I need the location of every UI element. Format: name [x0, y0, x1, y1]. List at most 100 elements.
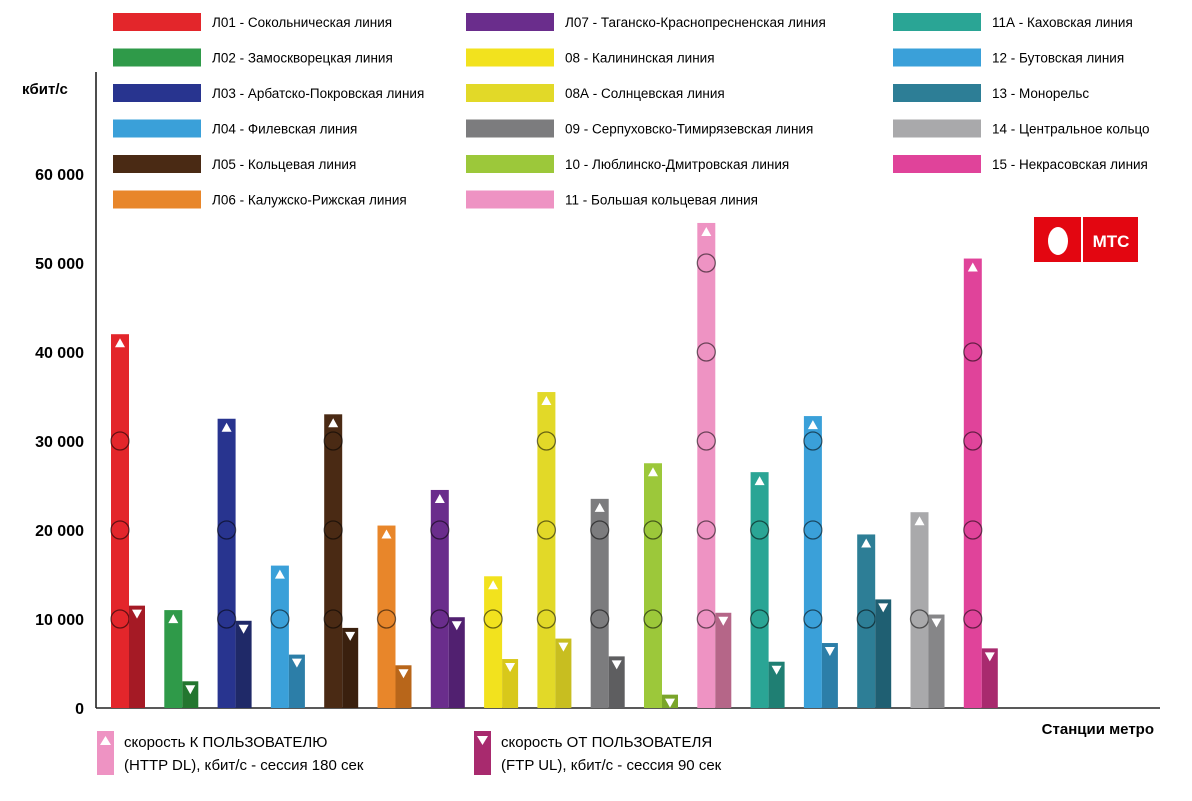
gridline-circle — [749, 520, 770, 540]
down-triangle-icon — [718, 616, 729, 626]
down-triangle-icon — [291, 658, 302, 668]
y-tick-label: 40 000 — [35, 345, 84, 362]
legend-swatch — [893, 119, 981, 138]
ul-bar — [342, 627, 359, 708]
dl-legend-line1: скорость К ПОЛЬЗОВАТЕЛЮ — [124, 734, 327, 751]
down-triangle-icon — [611, 660, 622, 670]
legend-swatch — [893, 84, 981, 102]
gridline-circle — [590, 609, 610, 629]
legend-label: Л03 - Арбатско-Покровская линия — [212, 86, 424, 101]
up-triangle-icon — [754, 476, 765, 486]
legend-swatch — [113, 84, 201, 102]
ul-bar — [821, 643, 838, 708]
station-bar-group — [856, 534, 892, 708]
gridline-circle — [643, 609, 663, 629]
legend-swatch — [466, 48, 554, 67]
y-tick-label: 60 000 — [35, 167, 84, 184]
gridline-circle — [696, 520, 716, 540]
line-legend: Л01 - Сокольническая линия Л02 - Замоскво… — [113, 13, 1150, 209]
gridline-circle — [536, 520, 557, 540]
station-bar-group — [270, 565, 305, 708]
legend-swatch — [466, 155, 554, 173]
down-triangle-icon — [931, 618, 942, 628]
mts-logo: МТС — [1034, 217, 1138, 262]
ul-legend-line1: скорость ОТ ПОЛЬЗОВАТЕЛЯ — [501, 734, 712, 751]
legend-swatch — [113, 13, 201, 31]
down-triangle-icon — [132, 609, 142, 619]
ul-bar — [555, 638, 572, 708]
ul-bar — [395, 665, 412, 708]
legend-label: 11 - Большая кольцевая линия — [565, 193, 758, 208]
ul-legend-swatch — [474, 731, 491, 775]
legend-swatch — [466, 84, 554, 102]
down-triangle-icon — [451, 621, 462, 631]
mts-logo-text: МТС — [1093, 232, 1130, 251]
gridline-circle — [216, 609, 237, 629]
down-triangle-icon — [345, 631, 356, 641]
legend-swatch — [893, 48, 981, 67]
station-bar-group — [909, 512, 945, 708]
x-axis-title: Станции метро — [1042, 721, 1154, 738]
dl-bar — [697, 222, 716, 708]
station-bar-group — [216, 418, 252, 708]
up-triangle-icon — [594, 502, 605, 512]
ul-bar — [448, 617, 465, 708]
legend-label: Л07 - Таганско-Краснопресненская линия — [565, 15, 826, 30]
gridline-circle — [749, 609, 770, 629]
up-triangle-icon — [115, 338, 125, 348]
dl-bar — [537, 392, 556, 708]
ul-bar — [502, 659, 519, 708]
station-bar-group — [803, 416, 838, 708]
up-triangle-icon — [541, 396, 552, 406]
gridline-circle — [590, 520, 610, 540]
down-triangle-icon — [398, 669, 409, 679]
up-triangle-icon — [328, 418, 339, 428]
legend-label: 09 - Серпуховско-Тимирязевская линия — [565, 122, 813, 137]
up-triangle-icon — [488, 580, 499, 590]
down-triangle-icon — [238, 624, 249, 634]
legend-label: Л02 - Замоскворецкая линия — [212, 51, 393, 66]
dl-bar — [430, 489, 449, 708]
legend-label: 08 - Калининская линия — [565, 51, 715, 66]
dl-legend-line2: (HTTP DL), кбит/с - сессия 180 сек — [124, 757, 364, 774]
gridline-circle — [696, 431, 716, 451]
station-bar-group — [590, 498, 625, 708]
dl-bar — [324, 414, 343, 708]
legend-label: 10 - Люблинско-Дмитровская линия — [565, 157, 789, 172]
legend-label: 14 - Центральное кольцо — [992, 122, 1150, 137]
ul-bar — [235, 620, 252, 708]
station-bar-group — [483, 576, 519, 708]
ul-bar — [715, 612, 732, 708]
ul-bar — [129, 605, 145, 708]
y-tick-label: 0 — [75, 701, 84, 718]
station-bar-group — [696, 222, 732, 708]
legend-label: Л01 - Сокольническая линия — [212, 15, 392, 30]
legend-label: 15 - Некрасовская линия — [992, 157, 1148, 172]
dl-bar — [217, 418, 236, 708]
dl-bar — [963, 258, 982, 708]
up-triangle-icon — [221, 422, 232, 432]
gridline-circle — [696, 253, 716, 273]
legend-swatch — [893, 13, 981, 31]
down-triangle-icon — [477, 736, 488, 745]
ul-bar — [182, 681, 199, 708]
y-tick-label: 50 000 — [35, 256, 84, 273]
dl-legend-swatch — [97, 731, 114, 775]
dl-bar — [590, 498, 609, 708]
up-triangle-icon — [701, 226, 712, 236]
legend-swatch — [893, 155, 981, 173]
up-triangle-icon — [274, 569, 285, 579]
legend-label: 11А - Каховская линия — [992, 15, 1133, 30]
gridline-circle — [803, 609, 823, 629]
dl-bar — [750, 472, 769, 708]
down-triangle-icon — [558, 642, 569, 652]
up-triangle-icon — [434, 493, 445, 503]
ul-bar — [288, 654, 305, 708]
down-triangle-icon — [185, 685, 196, 695]
down-triangle-icon — [665, 698, 675, 708]
legend-label: Л05 - Кольцевая линия — [212, 157, 356, 172]
gridline-circle — [110, 431, 130, 451]
station-bar-group — [430, 489, 465, 708]
gridline-circle — [536, 431, 557, 451]
gridline-circle — [803, 431, 823, 451]
